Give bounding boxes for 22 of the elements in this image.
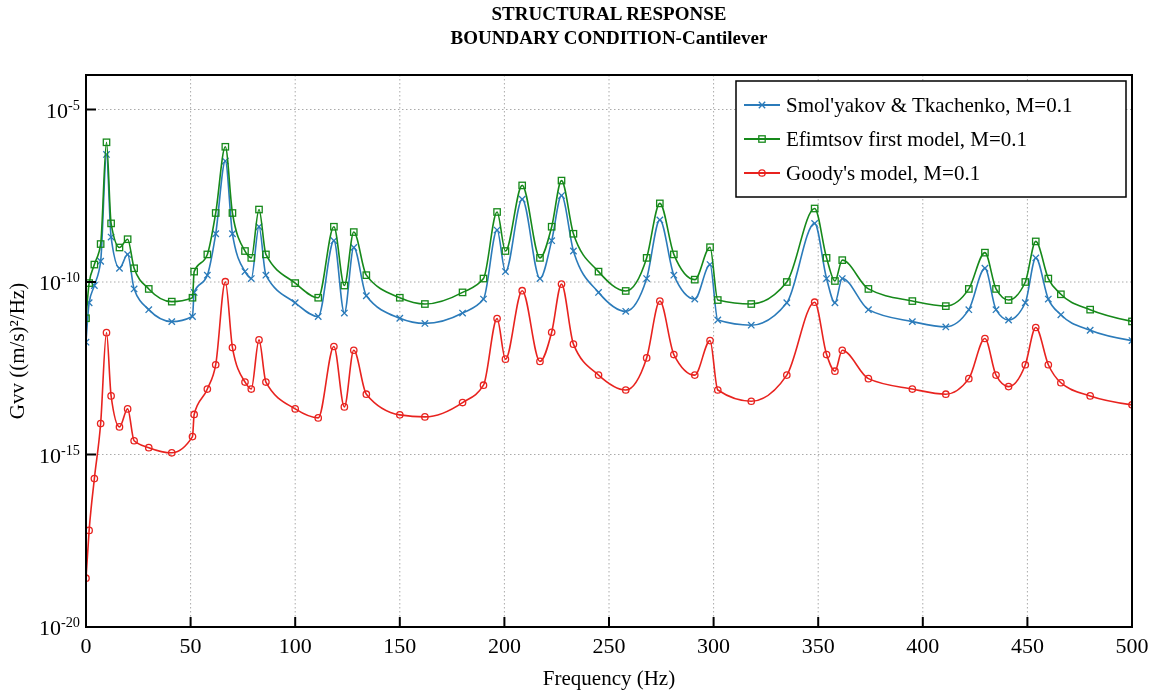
x-axis-title: Frequency (Hz) [542,666,676,690]
x-tick-label: 500 [1115,633,1149,658]
x-tick-label: 50 [179,633,202,658]
y-tick-label: 10$^{-10}$ [38,269,80,295]
legend-label: Goody's model, M=0.1 [786,161,981,185]
chart-title: STRUCTURAL RESPONSE [491,3,727,24]
chart-subtitle: BOUNDARY CONDITION-Cantilever [450,27,768,48]
x-tick-label: 350 [801,633,835,658]
x-tick-label: 300 [697,633,731,658]
y-tick-label: 10$^{-15}$ [38,441,80,468]
x-tick-label: 400 [906,633,940,658]
legend-label: Smol'yakov & Tkachenko, M=0.1 [786,93,1073,117]
x-tick-label: 250 [592,633,626,658]
x-tick-label: 0 [80,633,92,658]
x-tick-label: 450 [1010,633,1044,658]
x-tick-label: 150 [383,633,417,658]
x-tick-label: 100 [278,633,312,658]
y-tick-label: 10$^{-20}$ [38,614,80,640]
y-axis-title: Gvv ((m/s)²/Hz) [5,282,29,420]
x-tick-label: 200 [487,633,521,658]
y-tick-label: 10$^{-5}$ [46,96,80,123]
legend-label: Efimtsov first model, M=0.1 [786,127,1028,151]
